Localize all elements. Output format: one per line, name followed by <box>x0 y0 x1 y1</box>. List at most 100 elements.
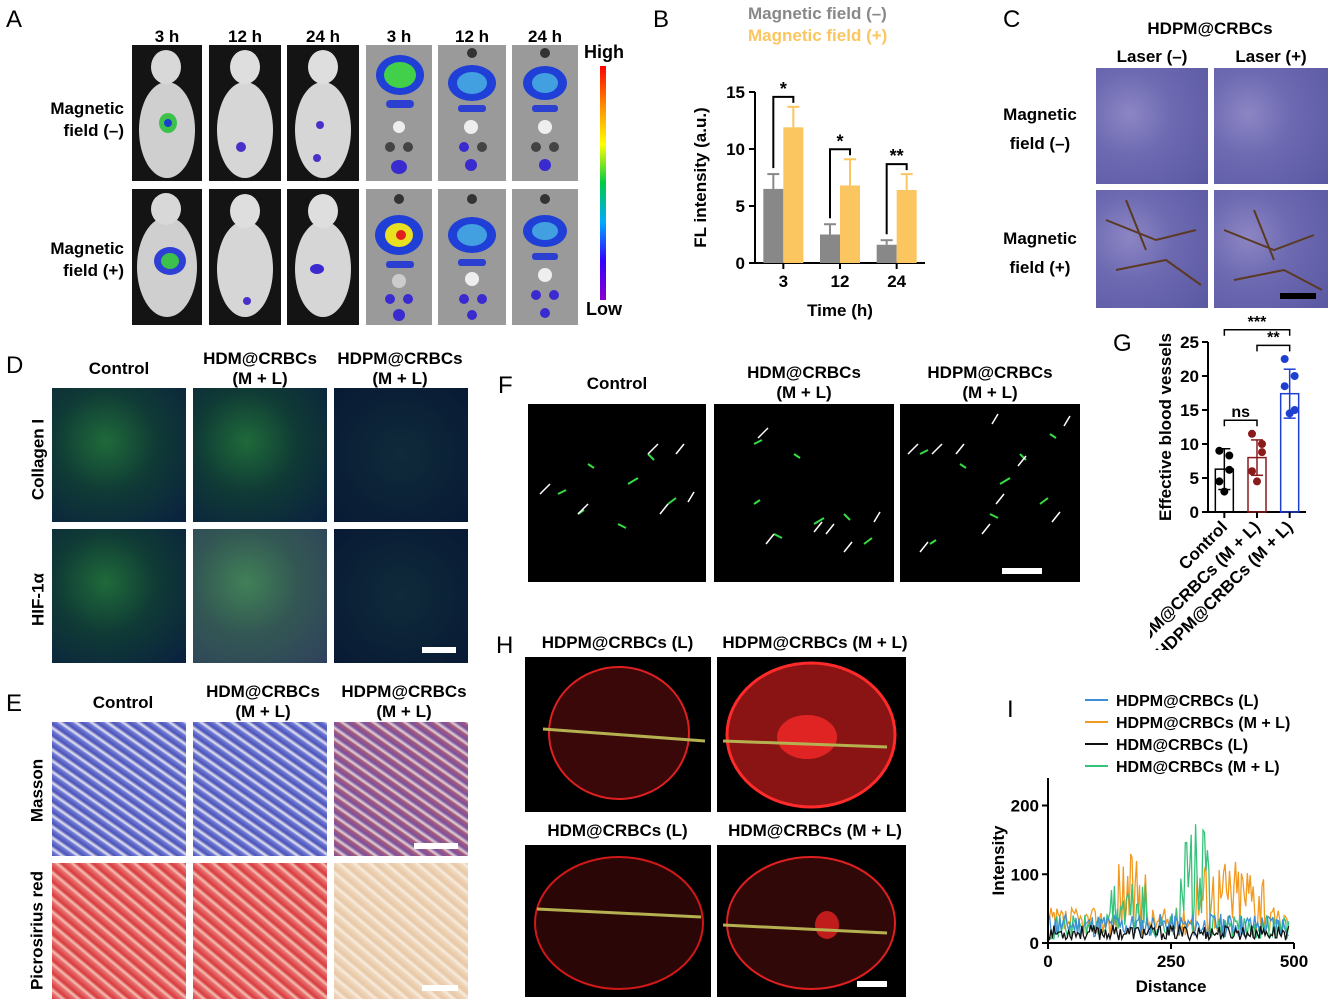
x-axis-label: Distance <box>1136 977 1207 996</box>
fluorescence-image <box>334 529 468 663</box>
organ-image <box>366 45 432 181</box>
legend-label: HDPM@CRBCs (M + L) <box>1116 715 1290 732</box>
y-axis-label: Effective blood vessels <box>1156 333 1175 521</box>
significance-bracket <box>772 95 795 169</box>
data-point <box>1258 448 1266 457</box>
legend-label: HDM@CRBCs (L) <box>1116 737 1248 754</box>
y-tick-label: 100 <box>1011 865 1039 884</box>
data-point <box>1280 382 1289 391</box>
series-line <box>1047 923 1290 943</box>
y-tick-label: 0 <box>1030 934 1039 953</box>
y-axis-label: FL intensity (a.u.) <box>691 107 710 247</box>
row-label-magnetic-plus: Magnetic field (+) <box>50 239 124 280</box>
x-tick-label: 24 <box>887 272 906 291</box>
col-label: Control <box>92 693 154 712</box>
significance-label: *** <box>1248 314 1267 331</box>
x-tick-label: 0 <box>1043 952 1052 971</box>
significance-bracket <box>1223 419 1258 427</box>
mouse-image <box>132 189 202 325</box>
vessel-image <box>528 404 706 582</box>
series-line <box>1047 853 1290 937</box>
time-label: 12 h <box>227 27 263 46</box>
panel-label-i: I <box>1007 696 1014 723</box>
mouse-image <box>287 45 359 181</box>
bar <box>763 188 784 263</box>
row-label: field (+) <box>1009 258 1071 277</box>
panel-label-e: E <box>6 690 23 717</box>
bar <box>820 234 840 263</box>
organ-image <box>438 189 506 325</box>
tumor-section-image <box>525 657 711 812</box>
row-label: HIF-1α <box>28 573 48 626</box>
vessel-image <box>714 404 894 582</box>
col-label: HDM@CRBCs <box>203 349 317 368</box>
data-point <box>1290 372 1299 380</box>
significance-label: * <box>836 131 843 151</box>
bar <box>840 185 860 263</box>
scale-bar <box>857 981 887 987</box>
fluorescence-image <box>334 388 468 522</box>
significance-bracket <box>885 163 908 235</box>
panel-label-a: A <box>6 6 23 33</box>
col-label: (M + L) <box>232 369 288 388</box>
ihc-image <box>1214 68 1328 184</box>
y-tick-label: 5 <box>1190 469 1199 488</box>
col-label: HDPM@CRBCs <box>337 349 463 368</box>
time-label: 3 h <box>386 27 412 46</box>
col-label: (M + L) <box>962 383 1018 402</box>
legend-magnetic-plus: Magnetic field (+) <box>748 26 888 45</box>
chart-b: 0 5 10 15 FL intensity (a.u.) Time (h) 3 * 12 * 24… <box>691 79 925 320</box>
legend-label: HDPM@CRBCs (L) <box>1116 693 1259 710</box>
time-label: 3 h <box>154 27 180 46</box>
x-tick-label: 12 <box>831 272 850 291</box>
panel-label-b: B <box>653 6 670 33</box>
picrosirius-image <box>52 863 186 999</box>
data-point <box>1248 467 1256 476</box>
mouse-image <box>287 189 359 325</box>
ihc-image <box>1096 68 1208 184</box>
data-point <box>1285 409 1294 418</box>
y-tick-label: 15 <box>726 83 745 102</box>
y-tick-label: 5 <box>736 197 745 216</box>
data-point <box>1225 451 1234 460</box>
y-tick-label: 10 <box>1180 435 1199 454</box>
x-axis-label: Time (h) <box>807 301 873 320</box>
mouse-image <box>132 45 202 181</box>
y-tick-label: 0 <box>1190 503 1199 522</box>
masson-image <box>193 722 327 856</box>
fluorescence-image <box>52 529 186 663</box>
organ-image <box>512 189 578 325</box>
organ-image <box>512 45 578 181</box>
significance-bracket <box>829 148 851 219</box>
data-point <box>1280 355 1289 363</box>
data-point <box>1248 429 1256 438</box>
significance-label: ns <box>1231 404 1250 421</box>
organ-image <box>366 189 432 325</box>
col-label: HDPM@CRBCs (M + L) <box>722 633 908 652</box>
col-label: Control <box>586 374 648 393</box>
x-tick-label: 500 <box>1280 952 1308 971</box>
y-tick-label: 0 <box>736 254 745 273</box>
col-label: HDPM@CRBCs <box>341 682 467 701</box>
panel-label-h: H <box>496 632 514 659</box>
time-label: 24 h <box>527 27 563 46</box>
masson-image <box>52 722 186 856</box>
panel-label-f: F <box>498 372 513 399</box>
row-label: field (–) <box>1009 134 1071 153</box>
y-tick-label: 15 <box>1180 401 1199 420</box>
vessel-image <box>900 404 1080 582</box>
panel-label-g: G <box>1113 330 1132 357</box>
col-label: (M + L) <box>776 383 832 402</box>
col-label: Laser (+) <box>1235 47 1307 66</box>
row-label: Magnetic <box>1003 105 1077 124</box>
col-label: Control <box>88 359 150 378</box>
legend-label: HDM@CRBCs (M + L) <box>1116 759 1280 776</box>
data-point <box>1253 477 1261 486</box>
bar <box>783 127 804 263</box>
time-label: 24 h <box>305 27 341 46</box>
organ-image <box>438 45 506 181</box>
scale-bar <box>1280 293 1316 299</box>
significance-label: ** <box>1267 329 1280 346</box>
data-point <box>1215 446 1224 455</box>
